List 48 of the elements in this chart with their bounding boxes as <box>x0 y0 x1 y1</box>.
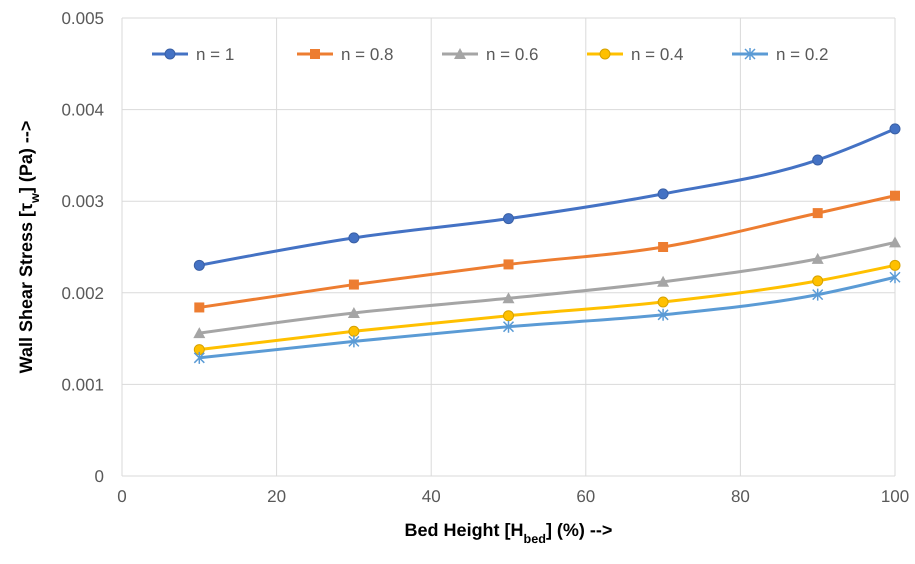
point <box>503 310 514 322</box>
point <box>890 190 900 201</box>
point <box>812 275 824 286</box>
point <box>812 252 824 264</box>
x-tick-label: 40 <box>422 487 441 506</box>
point <box>812 288 824 302</box>
x-tick-label: 0 <box>117 487 127 506</box>
point <box>812 154 824 166</box>
point <box>657 276 670 287</box>
y-tick-label: 0.001 <box>61 375 104 394</box>
x-tick-label: 80 <box>730 487 750 506</box>
point <box>504 259 514 270</box>
point <box>889 270 901 284</box>
point <box>502 292 514 304</box>
x-axis-title: Bed Height [H$_{bed}$] (%) --> <box>404 520 612 546</box>
point <box>348 334 360 348</box>
point <box>889 236 901 248</box>
point <box>503 213 514 224</box>
legend-label: n = 0.2 <box>776 45 828 64</box>
point <box>890 123 900 134</box>
legend-label: n = 0.4 <box>631 45 684 64</box>
point <box>812 208 823 218</box>
y-tick-label: 0.005 <box>61 9 104 28</box>
point <box>348 326 360 337</box>
point <box>348 232 360 244</box>
point <box>658 296 669 308</box>
x-tick-label: 20 <box>267 487 286 506</box>
point <box>194 260 205 271</box>
y-tick-label: 0.004 <box>61 100 104 120</box>
point <box>348 280 359 290</box>
y-tick-label: 0.003 <box>61 192 104 212</box>
point <box>658 188 669 200</box>
x-tick-label: 60 <box>576 487 596 506</box>
point <box>348 306 360 318</box>
point <box>657 308 669 322</box>
point <box>658 242 668 252</box>
point <box>194 344 205 356</box>
legend-label: n = 1 <box>196 45 234 64</box>
point <box>890 260 900 271</box>
point <box>193 327 206 338</box>
point <box>502 320 514 334</box>
legend-label: n = 0.8 <box>341 45 394 64</box>
point <box>194 351 206 365</box>
y-tick-label: 0.002 <box>61 284 104 303</box>
x-tick-label: 100 <box>880 487 910 506</box>
point <box>194 302 204 312</box>
legend-label: n = 0.6 <box>486 45 538 64</box>
y-tick-label: 0 <box>94 467 104 486</box>
